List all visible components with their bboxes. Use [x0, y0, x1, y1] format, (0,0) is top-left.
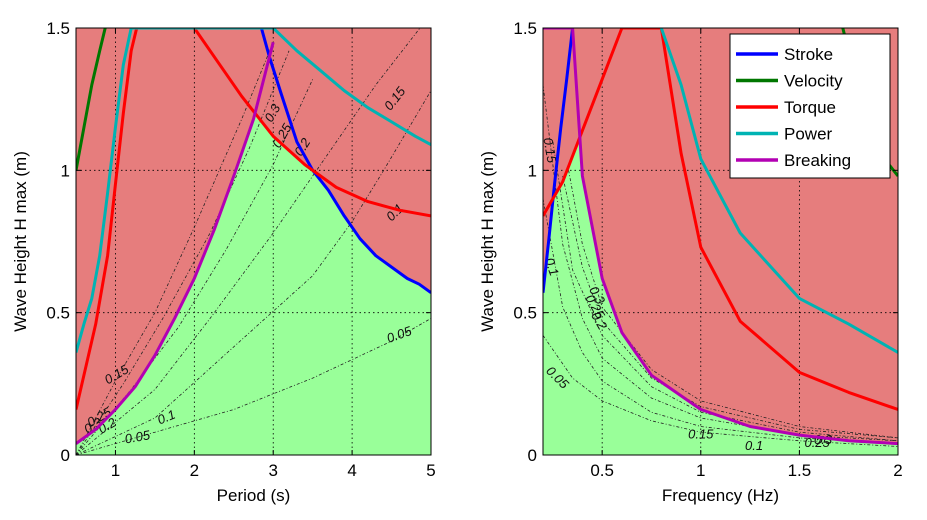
y-tick-label: 1 [61, 161, 70, 180]
contour-line [76, 79, 314, 455]
contour-line [76, 28, 421, 455]
feasible-region [76, 113, 431, 455]
x-tick-label: 0.5 [590, 461, 614, 480]
x-tick-label: 3 [268, 461, 277, 480]
contour-label: 0.1 [745, 438, 763, 453]
contour-label: 0.15 [540, 136, 559, 164]
panel-1: 0.050.10.150.20.250.30.150.10.050.30.250… [11, 19, 436, 505]
panel-2: 0.050.10.150.20.250.30.150.10.250.30.5 1 1… [478, 19, 903, 505]
series-line-breaking [543, 28, 898, 446]
x-axis-label: Frequency (Hz) [662, 486, 779, 505]
contour-label: 0.15 [688, 427, 714, 442]
series-line-torque [76, 28, 431, 410]
y-tick-label: 0.5 [46, 304, 70, 323]
feasible-region [543, 139, 898, 455]
x-tick-label: 2 [190, 461, 199, 480]
axes-frame [75, 27, 432, 456]
y-axis-label: Wave Height H max (m) [11, 151, 30, 332]
y-tick-label: 0.5 [513, 304, 537, 323]
contour-line [552, 141, 898, 442]
series-line-stroke [259, 28, 431, 294]
y-axis-label: Wave Height H max (m) [478, 151, 497, 332]
y-tick-label: 1 [528, 161, 537, 180]
legend-label-breaking: Breaking [784, 151, 851, 170]
series-line-power [76, 28, 431, 353]
y-tick-label: 1.5 [513, 19, 537, 38]
series-line-breaking [76, 41, 275, 445]
y-tick-label: 0 [528, 446, 537, 465]
contour-line [76, 90, 431, 455]
legend-label-power: Power [784, 125, 833, 144]
axes-frame [542, 27, 899, 456]
legend: Stroke Velocity Torque Power Breaking [729, 33, 891, 179]
contour-line [76, 50, 290, 455]
series-line-torque [543, 28, 898, 411]
contour-line [543, 198, 898, 444]
contour-line [76, 42, 274, 455]
legend-label-stroke: Stroke [784, 45, 833, 64]
x-tick-label: 5 [426, 461, 435, 480]
contour-line [562, 175, 898, 439]
contour-label: 0.1 [155, 407, 177, 428]
legend-label-torque: Torque [784, 98, 836, 117]
y-tick-label: 1.5 [46, 19, 70, 38]
x-tick-label: 1.5 [788, 461, 812, 480]
contour-label: 0.05 [124, 427, 152, 446]
x-tick-label: 1 [696, 461, 705, 480]
legend-label-velocity: Velocity [784, 72, 843, 91]
x-tick-label: 2 [893, 461, 902, 480]
x-tick-label: 1 [111, 461, 120, 480]
series-line-power [659, 28, 898, 354]
series-line-stroke [543, 28, 575, 293]
x-tick-label: 4 [347, 461, 356, 480]
x-axis-label: Period (s) [217, 486, 291, 505]
series-line-velocity [76, 28, 107, 171]
y-tick-label: 0 [61, 446, 70, 465]
